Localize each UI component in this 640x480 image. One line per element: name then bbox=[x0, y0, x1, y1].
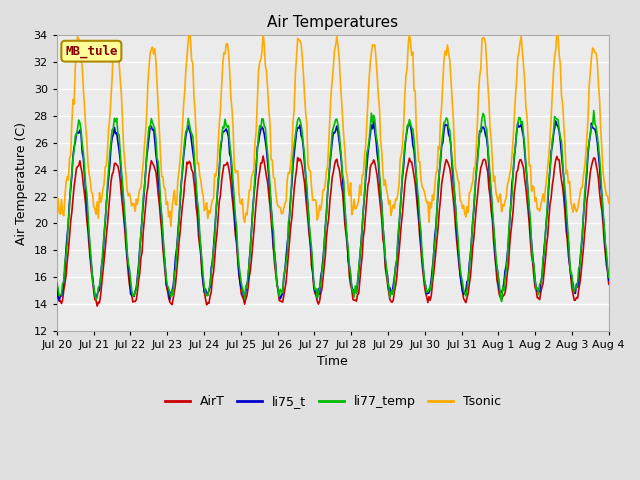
X-axis label: Time: Time bbox=[317, 355, 348, 369]
Title: Air Temperatures: Air Temperatures bbox=[268, 15, 398, 30]
Legend: AirT, li75_t, li77_temp, Tsonic: AirT, li75_t, li77_temp, Tsonic bbox=[159, 390, 506, 413]
Text: MB_tule: MB_tule bbox=[65, 45, 118, 58]
Y-axis label: Air Temperature (C): Air Temperature (C) bbox=[15, 121, 28, 245]
